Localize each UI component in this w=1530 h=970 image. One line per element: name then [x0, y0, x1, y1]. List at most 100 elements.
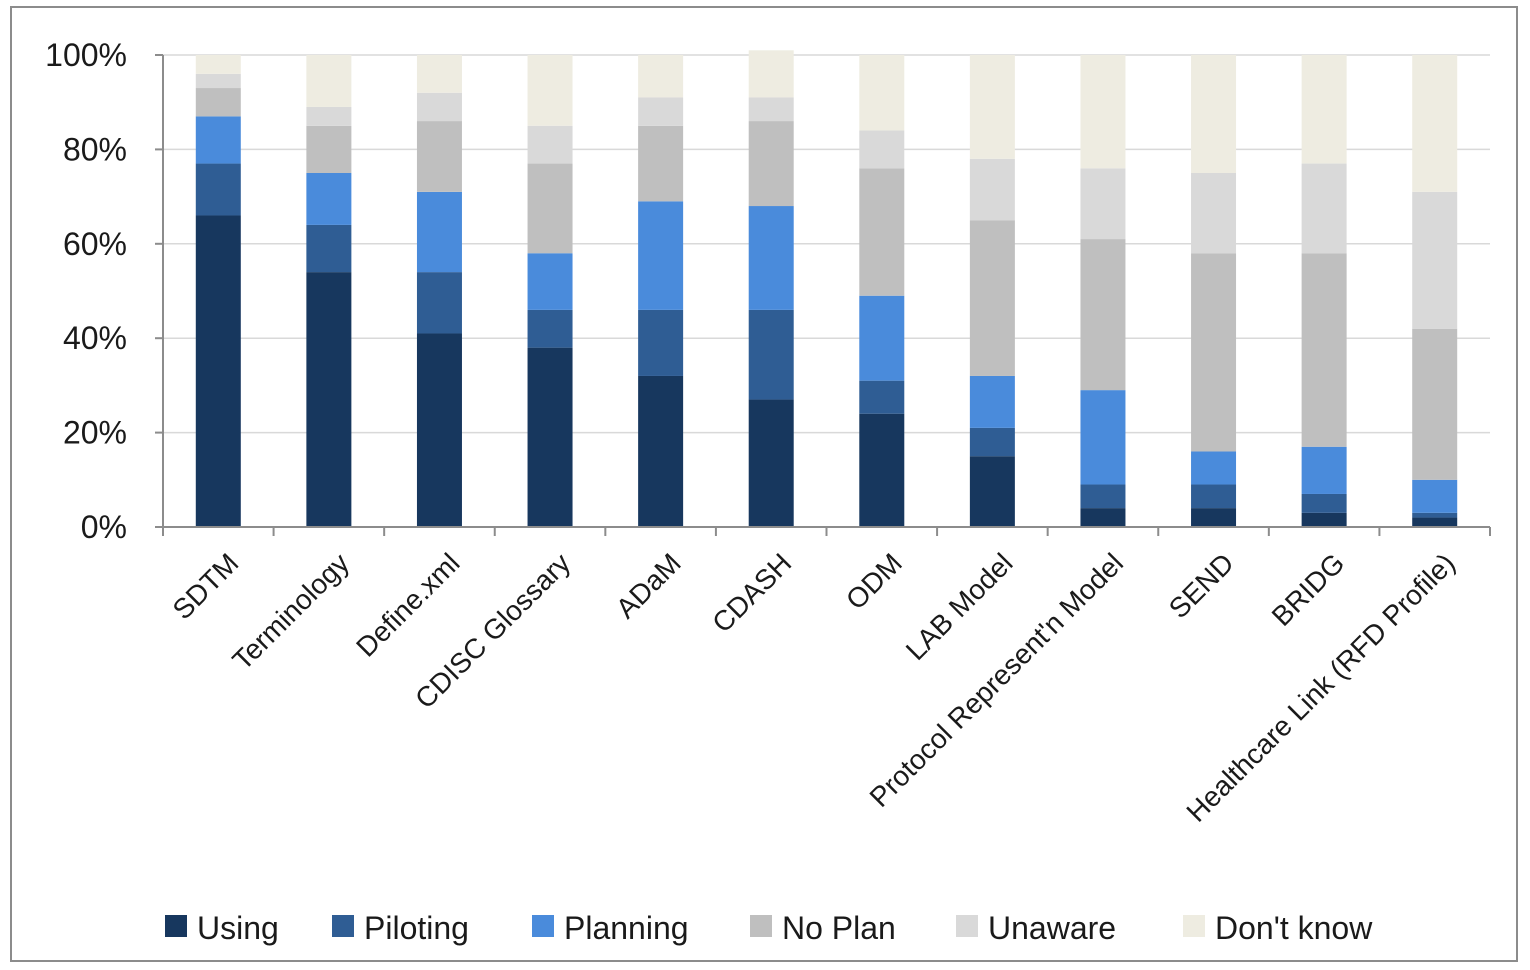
bars	[195, 50, 1458, 528]
legend-swatch	[165, 915, 187, 937]
x-tick-label: SEND	[1163, 547, 1240, 624]
legend-swatch	[332, 915, 354, 937]
bar-segment	[1412, 55, 1458, 192]
x-tick-label: CDASH	[706, 547, 797, 638]
bar-segment	[1412, 517, 1458, 527]
bar-segment	[416, 92, 462, 122]
bar-segment	[195, 215, 241, 528]
bar-segment	[1301, 493, 1347, 513]
bar-segment	[1301, 163, 1347, 254]
bar-segment	[1301, 253, 1347, 447]
bar-segment	[1412, 191, 1458, 329]
bar-segment	[1080, 508, 1126, 527]
bar-segment	[969, 427, 1015, 457]
bar-segment	[306, 173, 352, 225]
bar-segment	[1191, 484, 1237, 509]
bar-segment	[527, 163, 573, 254]
bar-segment	[1301, 55, 1347, 164]
legend-label: Don't know	[1215, 910, 1373, 946]
bar-segment	[416, 272, 462, 334]
bar-segment	[416, 121, 462, 192]
bar-segment	[306, 125, 352, 173]
legend-swatch	[1183, 915, 1205, 937]
legend: Using Piloting Planning No Plan Unaware Don't…	[165, 910, 1373, 946]
bar-segment	[195, 163, 241, 216]
bar-segment	[969, 456, 1015, 527]
x-tick-label: ADaM	[610, 547, 687, 624]
bar-segment	[416, 191, 462, 273]
legend-swatch	[750, 915, 772, 937]
legend-label: Unaware	[988, 910, 1116, 946]
bar-segment	[969, 375, 1015, 428]
bar-segment	[195, 73, 241, 89]
bar-segment	[527, 347, 573, 527]
bar-segment	[638, 55, 684, 98]
y-tick-label: 80%	[63, 131, 127, 167]
bar-segment	[527, 125, 573, 164]
legend-swatch	[532, 915, 554, 937]
bar-segment	[748, 50, 794, 98]
bar-segment	[638, 125, 684, 202]
bar-segment	[306, 272, 352, 527]
bar-segment	[638, 97, 684, 126]
bar-segment	[859, 130, 905, 169]
bar-segment	[969, 158, 1015, 221]
gridlines	[163, 54, 1490, 434]
bar-segment	[1191, 173, 1237, 254]
bar-segment	[859, 55, 905, 131]
y-tick-label: 60%	[63, 226, 127, 262]
bar-segment	[1412, 479, 1458, 513]
legend-label: Using	[197, 910, 279, 946]
bar-segment	[1080, 239, 1126, 391]
x-tick-label: BRIDG	[1266, 547, 1351, 632]
y-tick-label: 100%	[45, 37, 127, 73]
x-tick-label: LAB Model	[900, 547, 1019, 666]
bar-segment	[1191, 451, 1237, 485]
y-tick-label: 0%	[81, 509, 127, 545]
bar-segment	[1191, 508, 1237, 527]
legend-label: Planning	[564, 910, 689, 946]
bar-segment	[1301, 446, 1347, 494]
bar-segment	[195, 116, 241, 164]
bar-segment	[306, 106, 352, 126]
bar-segment	[527, 55, 573, 126]
bar-segment	[1080, 390, 1126, 485]
bar-segment	[1301, 512, 1347, 527]
bar-segment	[748, 206, 794, 310]
bar-segment	[859, 380, 905, 414]
legend-swatch	[956, 915, 978, 937]
axes	[155, 54, 1491, 536]
bar-segment	[748, 399, 794, 527]
bar-segment	[1412, 512, 1458, 518]
legend-label: Piloting	[364, 910, 469, 946]
y-tick-label: 40%	[63, 320, 127, 356]
x-tick-label: Terminology	[226, 547, 355, 676]
bar-segment	[1080, 55, 1126, 169]
x-tick-label: ODM	[840, 547, 908, 615]
bar-segment	[306, 224, 352, 273]
bar-segment	[638, 201, 684, 310]
bar-segment	[416, 55, 462, 93]
bar-segment	[638, 309, 684, 376]
bar-segment	[969, 220, 1015, 376]
bar-segment	[416, 333, 462, 527]
bar-segment	[1080, 484, 1126, 509]
x-tick-label: Define.xml	[350, 547, 465, 662]
bar-segment	[748, 309, 794, 400]
bar-segment	[1412, 328, 1458, 480]
bar-segment	[859, 168, 905, 296]
bar-segment	[859, 295, 905, 381]
bar-segment	[748, 97, 794, 122]
bar-segment	[195, 88, 241, 117]
bar-segment	[195, 55, 241, 74]
x-tick-label: SDTM	[167, 547, 245, 625]
bar-segment	[1191, 253, 1237, 452]
y-tick-label: 20%	[63, 415, 127, 451]
bar-segment	[1080, 168, 1126, 240]
bar-segment	[306, 55, 352, 107]
bar-segment	[748, 121, 794, 207]
legend-label: No Plan	[782, 910, 896, 946]
bar-segment	[1191, 55, 1237, 173]
bar-segment	[527, 309, 573, 348]
